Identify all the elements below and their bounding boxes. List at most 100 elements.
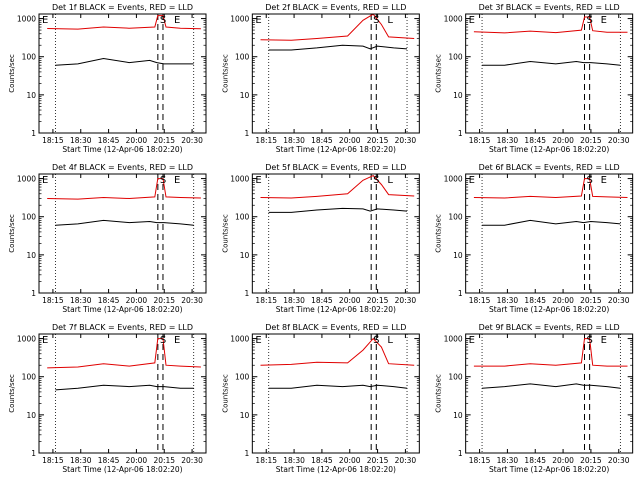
x-axis-label: Start Time (12-Apr-06 18:02:20) — [489, 305, 609, 314]
x-tick-label: 18:15 — [469, 456, 491, 465]
time-marker-1: S — [160, 15, 166, 26]
y-tick-label: 10 — [26, 91, 36, 100]
time-marker-0: E — [42, 15, 48, 26]
y-tick-label: 1000 — [444, 335, 463, 344]
y-tick-label: 100 — [22, 373, 37, 382]
y-axis-label: Counts/sec — [8, 374, 16, 413]
events-series-line — [55, 219, 194, 226]
y-tick-label: 10 — [26, 251, 36, 260]
x-axis-label: Start Time (12-Apr-06 18:02:20) — [62, 465, 182, 474]
time-marker-1: S — [160, 335, 166, 346]
y-axis-label: Counts/sec — [221, 214, 229, 253]
x-tick-label: 18:45 — [98, 456, 120, 465]
y-tick-label: 10 — [240, 411, 250, 420]
x-tick-label: 18:30 — [70, 136, 92, 145]
x-tick-label: 18:30 — [70, 296, 92, 305]
events-series-line — [55, 384, 194, 391]
x-tick-label: 18:15 — [255, 296, 277, 305]
time-marker-2: E — [174, 335, 180, 346]
x-tick-label: 18:45 — [311, 136, 333, 145]
panel-title: Det 1f BLACK = Events, RED = LLD — [52, 3, 193, 12]
x-tick-label: 20:00 — [339, 296, 361, 305]
plot-frame — [38, 173, 207, 294]
time-marker-2: E — [601, 335, 607, 346]
panel-8f: Det 8f BLACK = Events, RED = LLD 1 10 100 10… — [221, 323, 420, 474]
panel-5f: Det 5f BLACK = Events, RED = LLD 1 10 100 10… — [221, 163, 420, 314]
x-tick-label: 20:30 — [181, 456, 203, 465]
y-tick-label: 1000 — [230, 175, 249, 184]
panel-7f: Det 7f BLACK = Events, RED = LLD 1 10 100 10… — [8, 323, 207, 474]
x-tick-label: 20:30 — [395, 296, 417, 305]
y-tick-label: 10 — [453, 251, 463, 260]
plot-frame — [38, 333, 207, 454]
time-marker-0: E — [255, 15, 261, 26]
y-tick-label: 1 — [31, 289, 36, 298]
x-tick-label: 20:15 — [367, 456, 389, 465]
events-series-line — [482, 60, 621, 66]
x-axis-label: Start Time (12-Apr-06 18:02:20) — [489, 465, 609, 474]
x-tick-label: 20:00 — [552, 296, 574, 305]
panel-6f: Det 6f BLACK = Events, RED = LLD 1 10 100 10… — [435, 163, 634, 314]
time-marker-1: S — [587, 15, 593, 26]
y-tick-label: 1000 — [230, 15, 249, 24]
x-axis-label: Start Time (12-Apr-06 18:02:20) — [62, 305, 182, 314]
time-marker-0: E — [469, 175, 475, 186]
y-tick-label: 100 — [235, 213, 250, 222]
time-marker-2: E — [174, 175, 180, 186]
y-tick-label: 1 — [245, 449, 250, 458]
time-marker-2: L — [387, 175, 393, 186]
y-tick-label: 100 — [448, 213, 463, 222]
panel-title: Det 5f BLACK = Events, RED = LLD — [265, 163, 406, 172]
y-axis-label: Counts/sec — [8, 214, 16, 253]
panel-title: Det 4f BLACK = Events, RED = LLD — [52, 163, 193, 172]
events-series-line — [482, 383, 621, 389]
x-axis-label: Start Time (12-Apr-06 18:02:20) — [489, 145, 609, 154]
panel-title: Det 3f BLACK = Events, RED = LLD — [479, 3, 620, 12]
lld-series-line — [47, 178, 201, 200]
x-tick-label: 18:15 — [42, 456, 64, 465]
time-marker-1: S — [587, 335, 593, 346]
y-axis-label: Counts/sec — [221, 54, 229, 93]
x-tick-label: 18:45 — [98, 136, 120, 145]
x-tick-label: 20:30 — [181, 136, 203, 145]
plot-frame — [251, 333, 420, 454]
events-series-line — [268, 44, 408, 51]
x-tick-label: 20:00 — [552, 456, 574, 465]
x-axis-label: Start Time (12-Apr-06 18:02:20) — [276, 145, 396, 154]
x-tick-label: 18:15 — [255, 456, 277, 465]
time-marker-0: E — [42, 335, 48, 346]
x-tick-label: 20:30 — [395, 456, 417, 465]
x-tick-label: 20:00 — [339, 456, 361, 465]
x-tick-label: 18:30 — [497, 136, 519, 145]
plot-frame — [251, 173, 420, 294]
lld-series-line — [473, 16, 628, 34]
panel-2f: Det 2f BLACK = Events, RED = LLD 1 10 100 10… — [221, 3, 420, 154]
y-tick-label: 100 — [448, 53, 463, 62]
panel-1f: Det 1f BLACK = Events, RED = LLD 1 10 100 10… — [8, 3, 207, 154]
lld-series-line — [47, 15, 201, 30]
x-tick-label: 18:30 — [283, 136, 305, 145]
x-tick-label: 18:45 — [524, 136, 546, 145]
plot-frame — [465, 13, 634, 134]
x-tick-label: 18:30 — [70, 456, 92, 465]
x-tick-label: 20:30 — [395, 136, 417, 145]
x-tick-label: 18:45 — [311, 296, 333, 305]
time-marker-1: S — [587, 175, 593, 186]
panel-title: Det 2f BLACK = Events, RED = LLD — [265, 3, 406, 12]
time-marker-2: E — [601, 15, 607, 26]
y-tick-label: 10 — [453, 91, 463, 100]
x-tick-label: 18:15 — [255, 136, 277, 145]
y-tick-label: 100 — [235, 373, 250, 382]
time-marker-1: S — [373, 15, 379, 26]
y-tick-label: 10 — [240, 251, 250, 260]
lld-series-line — [260, 174, 415, 199]
x-tick-label: 20:15 — [153, 136, 175, 145]
plot-frame — [465, 173, 634, 294]
x-axis-label: Start Time (12-Apr-06 18:02:20) — [62, 145, 182, 154]
x-tick-label: 18:30 — [497, 296, 519, 305]
plot-frame — [38, 13, 207, 134]
time-marker-0: E — [42, 175, 48, 186]
panel-title: Det 9f BLACK = Events, RED = LLD — [479, 323, 620, 332]
plot-frame — [465, 333, 634, 454]
x-tick-label: 18:45 — [311, 456, 333, 465]
